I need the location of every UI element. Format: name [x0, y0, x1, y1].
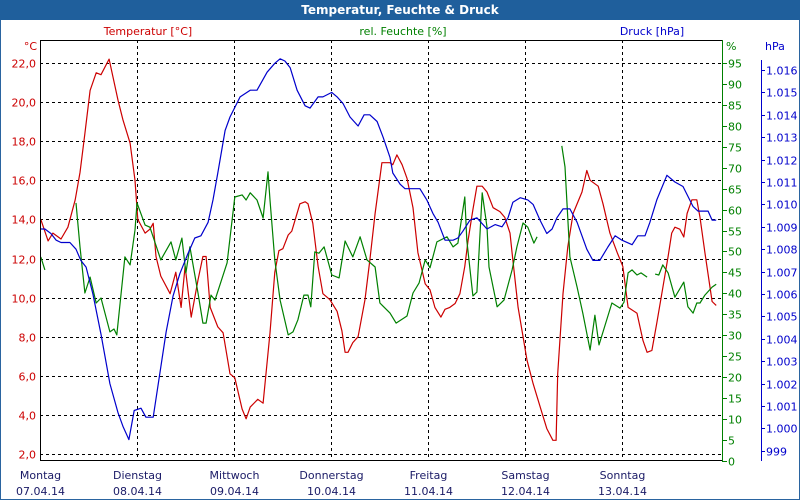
grid — [40, 40, 722, 460]
pressure-line — [40, 58, 717, 441]
pressure-tick-label: 1.003 — [766, 356, 798, 369]
temperature-tick-label: 12,0 — [12, 254, 37, 267]
x-tick-date: 10.04.14 — [307, 485, 356, 498]
pressure-tick-label: 1.005 — [766, 311, 798, 324]
humidity-tick-label: 95 — [728, 58, 742, 71]
humidity-tick-label: 45 — [728, 267, 742, 280]
humidity-tick-label: 10 — [728, 414, 742, 427]
x-tick-day: Samstag — [501, 469, 549, 482]
temperature-tick-label: 10,0 — [12, 293, 37, 306]
pressure-tick-label: 1.012 — [766, 155, 798, 168]
x-tick-date: 12.04.14 — [501, 485, 550, 498]
pressure-tick-label: 1.011 — [766, 177, 798, 190]
window-title: Temperatur, Feuchte & Druck — [0, 0, 800, 20]
humidity-tick-label: 55 — [728, 226, 742, 239]
x-tick-date: 11.04.14 — [404, 485, 453, 498]
humidity-unit: % — [726, 40, 736, 53]
humidity-tick-label: 20 — [728, 372, 742, 385]
pressure-tick-label: 1.016 — [766, 65, 798, 78]
temperature-tick-label: 16,0 — [12, 175, 37, 188]
pressure-tick-label: 1.008 — [766, 244, 798, 257]
temperature-line — [40, 58, 717, 441]
temperature-tick-label: 22,0 — [12, 58, 37, 71]
pressure-tick-label: 1.010 — [766, 199, 798, 212]
humidity-tick-label: 75 — [728, 142, 742, 155]
humidity-tick-label: 35 — [728, 309, 742, 322]
humidity-tick-label: 65 — [728, 184, 742, 197]
pressure-tick-label: 999 — [766, 446, 787, 459]
humidity-tick-label: 70 — [728, 163, 742, 176]
pressure-tick-label: 1.006 — [766, 289, 798, 302]
x-tick-day: Donnerstag — [299, 469, 363, 482]
pressure-tick-label: 1.001 — [766, 401, 798, 414]
x-tick-date: 09.04.14 — [210, 485, 259, 498]
temperature-tick-label: 2,0 — [19, 449, 37, 462]
humidity-axis-title: rel. Feuchte [%] — [359, 25, 446, 38]
pressure-tick-label: 1.015 — [766, 87, 798, 100]
temperature-unit: °C — [24, 40, 38, 53]
temperature-tick-label: 14,0 — [12, 214, 37, 227]
x-tick-day: Freitag — [410, 469, 448, 482]
temperature-tick-label: 8,0 — [19, 332, 37, 345]
pressure-tick-label: 1.002 — [766, 379, 798, 392]
humidity-tick-label: 85 — [728, 100, 742, 113]
humidity-tick-label: 90 — [728, 79, 742, 92]
temperature-tick-label: 18,0 — [12, 136, 37, 149]
humidity-tick-label: 50 — [728, 246, 742, 259]
humidity-tick-label: 30 — [728, 330, 742, 343]
temperature-axis-title: Temperatur [°C] — [103, 25, 192, 38]
humidity-tick-label: 40 — [728, 288, 742, 301]
x-tick-day: Montag — [20, 469, 61, 482]
x-tick-day: Dienstag — [113, 469, 162, 482]
x-tick-date: 08.04.14 — [113, 485, 162, 498]
x-tick-day: Mittwoch — [210, 469, 260, 482]
humidity-tick-label: 15 — [728, 393, 742, 406]
humidity-line — [40, 145, 717, 351]
pressure-unit: hPa — [765, 40, 785, 53]
temperature-tick-label: 6,0 — [19, 371, 37, 384]
x-tick-date: 13.04.14 — [598, 485, 647, 498]
pressure-tick-label: 1.013 — [766, 132, 798, 145]
x-tick-day: Sonntag — [600, 469, 646, 482]
pressure-tick-label: 1.009 — [766, 222, 798, 235]
tick-labels: 22,0 20,0 18,0 16,0 14,0 12,0 10,0 8,0 6,0 4,0 2,0… — [12, 58, 798, 499]
pressure-tick-label: 1.004 — [766, 334, 798, 347]
pressure-axis-title: Druck [hPa] — [620, 25, 684, 38]
pressure-tick-label: 1.000 — [766, 423, 798, 436]
humidity-tick-label: 60 — [728, 205, 742, 218]
x-tick-date: 07.04.14 — [16, 485, 65, 498]
pressure-tick-label: 1.014 — [766, 110, 798, 123]
series-lines — [40, 58, 717, 441]
temperature-tick-label: 4,0 — [19, 410, 37, 423]
humidity-tick-label: 0 — [728, 456, 735, 469]
humidity-tick-label: 5 — [728, 435, 735, 448]
pressure-tick-label: 1.007 — [766, 267, 798, 280]
humidity-tick-label: 80 — [728, 121, 742, 134]
humidity-tick-label: 25 — [728, 351, 742, 364]
temperature-tick-label: 20,0 — [12, 97, 37, 110]
